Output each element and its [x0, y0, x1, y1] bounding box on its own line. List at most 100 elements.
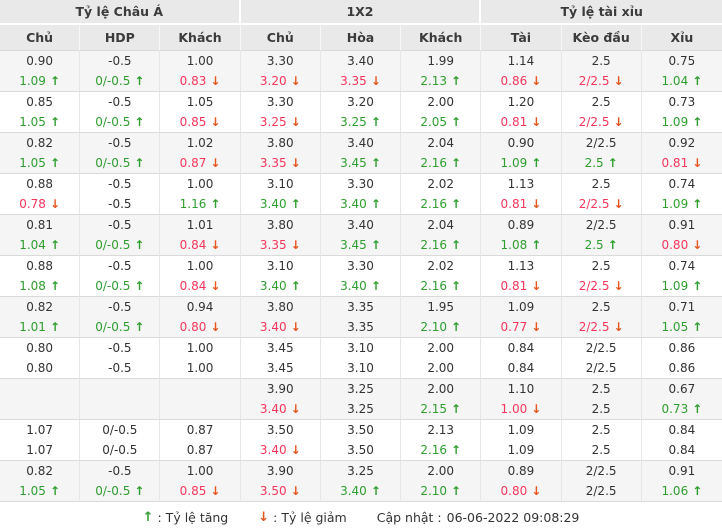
odds-cell: 3.45 3.45 — [240, 338, 321, 379]
odds-value-line: 2/2.5 ↓ — [578, 197, 624, 211]
down-arrow-icon: ↓ — [210, 484, 221, 498]
up-arrow-icon: ↑ — [692, 197, 703, 211]
odds-cell: 1.95 2.10 ↑ — [401, 297, 482, 338]
odds-cell: -0.5 0/-0.5 ↑ — [80, 133, 161, 174]
odds-value-line: 0.90 — [26, 54, 53, 68]
odds-value-line: 0.78 ↓ — [19, 197, 60, 211]
odds-cell — [160, 379, 241, 420]
odds-value-line: 2.5 — [591, 300, 611, 314]
down-arrow-icon: ↓ — [290, 484, 301, 498]
up-arrow-icon: ↑ — [290, 279, 301, 293]
odds-cell: 3.10 3.40 ↑ — [240, 174, 321, 215]
odds-value-line: 2.5 — [591, 423, 611, 437]
down-arrow-icon: ↓ — [210, 156, 221, 170]
odds-value-line: 2.10 ↑ — [420, 484, 462, 498]
down-arrow-icon: ↓ — [210, 115, 221, 129]
odds-value-line: 0.80 ↓ — [500, 484, 542, 498]
up-arrow-icon: ↑ — [451, 279, 462, 293]
col-header-ah-home: Chủ — [0, 25, 81, 51]
odds-cell: 1.02 0.87 ↓ — [160, 133, 241, 174]
odds-cell: 0.89 0.80 ↓ — [481, 461, 562, 502]
odds-row: 0.88 1.08 ↑ -0.5 0/-0.5 ↑ 1.00 0.84 ↓ 3.10 3.40 ↑ 3.… — [0, 256, 722, 297]
up-arrow-icon: ↑ — [607, 238, 618, 252]
odds-cell: 0/-0.5 0/-0.5 — [80, 420, 161, 461]
up-arrow-icon: ↑ — [370, 484, 381, 498]
down-arrow-icon: ↓ — [531, 197, 542, 211]
down-arrow-icon: ↓ — [210, 279, 221, 293]
group-header-asian-handicap: Tỷ lệ Châu Á — [0, 0, 241, 25]
odds-value-line: 3.10 — [266, 259, 294, 273]
odds-cell: 0.67 0.73 ↑ — [641, 379, 722, 420]
odds-value-line: -0.5 — [108, 95, 132, 109]
odds-value-line: 3.25 — [347, 464, 374, 478]
up-arrow-icon: ↑ — [692, 74, 703, 88]
legend-decrease: ↓ : Tỷ lệ giảm — [258, 510, 346, 525]
odds-value-line: 2/2.5 — [585, 484, 617, 498]
odds-cell: 1.07 1.07 — [0, 420, 81, 461]
group-header-over-under: Tỷ lệ tài xỉu — [481, 0, 722, 25]
odds-value-line: 0.92 — [668, 136, 696, 150]
odds-value-line: 0.82 — [26, 464, 53, 478]
odds-cell: 3.25 3.40 ↑ — [320, 461, 402, 502]
odds-value-line: 2.5 — [591, 54, 611, 68]
odds-value-line: 1.09 ↑ — [661, 279, 703, 293]
odds-value-line: 2.15 ↑ — [420, 402, 462, 416]
up-arrow-icon: ↑ — [290, 197, 301, 211]
odds-value-line: 2.5 — [591, 95, 611, 109]
odds-value-line: 3.40 ↑ — [340, 197, 381, 211]
odds-value-line: 1.08 ↑ — [500, 238, 542, 252]
odds-cell: 0.88 1.08 ↑ — [0, 256, 81, 297]
odds-cell: 0.84 0.84 — [481, 338, 562, 379]
down-arrow-icon: ↓ — [531, 74, 542, 88]
down-arrow-icon: ↓ — [692, 238, 703, 252]
odds-cell: 0.90 1.09 ↑ — [481, 133, 562, 174]
odds-value-line: 0.89 — [507, 464, 535, 478]
odds-cell: 0.74 1.09 ↑ — [641, 256, 722, 297]
up-arrow-icon: ↑ — [49, 320, 60, 334]
odds-value-line — [80, 399, 159, 419]
odds-value-line: 2.00 — [427, 464, 455, 478]
up-arrow-icon: ↑ — [451, 115, 462, 129]
odds-value-line: 0/-0.5 ↑ — [95, 238, 145, 252]
odds-value-line: 3.80 — [266, 300, 294, 314]
up-arrow-icon: ↑ — [49, 115, 60, 129]
odds-value-line: 0.81 ↓ — [500, 115, 542, 129]
odds-value-line: 3.30 — [347, 259, 374, 273]
odds-cell: 0.87 0.87 — [160, 420, 241, 461]
group-header-row: Tỷ lệ Châu Á 1X2 Tỷ lệ tài xỉu — [0, 0, 722, 25]
odds-value-line: 1.02 — [186, 136, 214, 150]
up-arrow-icon: ↑ — [134, 156, 145, 170]
up-arrow-icon: ↑ — [692, 402, 703, 416]
odds-value-line: 0.86 — [668, 341, 696, 355]
odds-cell: 0.91 0.80 ↓ — [641, 215, 722, 256]
odds-cell: 0.82 1.05 ↑ — [0, 133, 81, 174]
odds-value-line: 0.77 ↓ — [500, 320, 542, 334]
odds-cell: 0.75 1.04 ↑ — [641, 51, 722, 92]
down-arrow-icon: ↓ — [290, 156, 301, 170]
odds-row: 0.82 1.01 ↑ -0.5 0/-0.5 ↑ 0.94 0.80 ↓ 3.80 3.40 ↓ 3.… — [0, 297, 722, 338]
odds-value-line: 1.07 — [26, 423, 53, 437]
odds-value-line: -0.5 — [108, 361, 132, 375]
odds-value-line: 3.80 — [266, 218, 294, 232]
odds-value-line: 0/-0.5 ↑ — [95, 279, 145, 293]
odds-value-line: 0/-0.5 ↑ — [95, 484, 145, 498]
col-header-goal-line: Kèo đầu — [561, 25, 642, 51]
odds-cell: 1.13 0.81 ↓ — [481, 174, 562, 215]
odds-value-line: 0/-0.5 ↑ — [95, 74, 145, 88]
col-header-ah-away: Khách — [160, 25, 241, 51]
up-arrow-icon: ↑ — [692, 484, 703, 498]
odds-value-line: 0.85 ↓ — [179, 115, 221, 129]
odds-value-line: 2/2.5 — [585, 136, 617, 150]
odds-cell: 3.80 3.35 ↓ — [240, 133, 321, 174]
odds-value-line: 3.40 ↑ — [340, 484, 381, 498]
odds-value-line: 1.00 — [186, 259, 214, 273]
up-arrow-icon: ↑ — [49, 74, 60, 88]
odds-value-line: 0.88 — [26, 177, 53, 191]
odds-cell: 1.05 0.85 ↓ — [160, 92, 241, 133]
odds-value-line: 3.10 — [266, 177, 294, 191]
odds-cell: 0.74 1.09 ↑ — [641, 174, 722, 215]
last-updated: Cập nhật : 06-06-2022 09:08:29 — [377, 510, 580, 525]
odds-cell: 0.73 1.09 ↑ — [641, 92, 722, 133]
up-arrow-icon: ↑ — [370, 238, 381, 252]
odds-value-line: 1.08 ↑ — [19, 279, 60, 293]
